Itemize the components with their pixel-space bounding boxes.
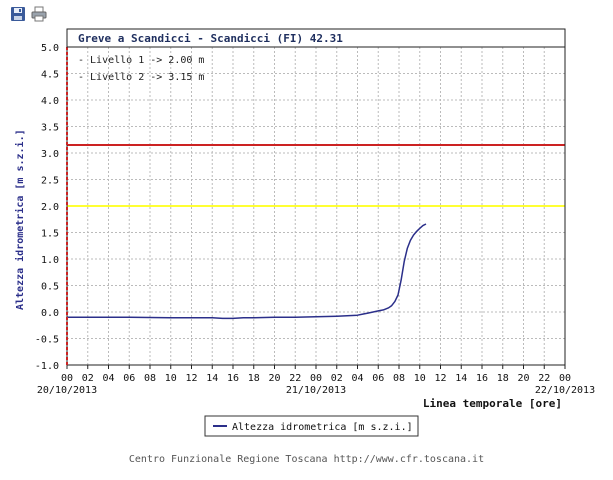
y-tick-label: 0.0 — [41, 308, 59, 319]
x-tick-label: 04 — [351, 373, 363, 384]
x-axis-dates: 20/10/2013 21/10/2013 22/10/2013 — [37, 385, 595, 396]
x-axis-ticks: 00 02 04 06 08 10 12 14 16 18 20 22 00 02 04 06 08 10 12 14… — [61, 365, 571, 384]
x-tick-label: 10 — [414, 373, 426, 384]
x-tick-label: 02 — [331, 373, 343, 384]
y-axis-label: Altezza idrometrica [m s.z.i.] — [14, 129, 26, 310]
x-tick-label: 20 — [517, 373, 529, 384]
reference-lines — [67, 144, 565, 207]
chart-title: Greve a Scandicci - Scandicci (FI) 42.31 — [78, 32, 343, 45]
x-tick-label: 14 — [206, 373, 218, 384]
y-tick-label: 3.5 — [41, 123, 59, 134]
y-tick-label: 1.5 — [41, 229, 59, 240]
y-tick-label: 1.0 — [41, 255, 59, 266]
y-tick-label: 2.0 — [41, 202, 59, 213]
legend-label: Altezza idrometrica [m s.z.i.] — [232, 422, 413, 433]
annotation-level1: - Livello 1 -> 2.00 m — [78, 55, 204, 66]
y-tick-label: 0.5 — [41, 282, 59, 293]
x-axis-label: Linea temporale [ore] — [423, 397, 562, 410]
annotation-level2: - Livello 2 -> 3.15 m — [78, 72, 204, 83]
x-tick-label: 18 — [248, 373, 260, 384]
x-date-label: 22/10/2013 — [535, 385, 595, 396]
x-tick-label: 14 — [455, 373, 467, 384]
y-tick-label: 2.5 — [41, 176, 59, 187]
x-tick-label: 06 — [372, 373, 384, 384]
x-date-label: 21/10/2013 — [286, 385, 346, 396]
y-tick-label: 3.0 — [41, 149, 59, 160]
x-tick-label: 10 — [165, 373, 177, 384]
x-tick-label: 22 — [538, 373, 550, 384]
x-tick-label: 12 — [185, 373, 197, 384]
series-layer — [67, 223, 427, 320]
series-line — [67, 223, 427, 320]
x-tick-label: 00 — [61, 373, 73, 384]
title-bar — [66, 28, 566, 48]
y-tick-label: 4.0 — [41, 96, 59, 107]
x-tick-label: 16 — [227, 373, 239, 384]
x-tick-label: 06 — [123, 373, 135, 384]
x-tick-label: 20 — [268, 373, 280, 384]
x-tick-label: 12 — [434, 373, 446, 384]
x-tick-label: 04 — [102, 373, 114, 384]
print-icon[interactable] — [31, 6, 47, 22]
y-axis-ticks: -1.0 -0.5 0.0 0.5 1.0 1.5 2.0 2.5 3.0 3.5 4.0 4.5 5.… — [35, 43, 59, 372]
x-tick-label: 22 — [289, 373, 301, 384]
footer-credit: Centro Funzionale Regione Toscana http:/… — [128, 454, 485, 465]
x-tick-label: 08 — [393, 373, 405, 384]
x-tick-label: 00 — [310, 373, 322, 384]
save-icon[interactable] — [10, 6, 26, 22]
x-tick-label: 08 — [144, 373, 156, 384]
x-tick-label: 02 — [82, 373, 94, 384]
y-tick-label: -0.5 — [35, 335, 59, 346]
x-tick-label: 00 — [559, 373, 571, 384]
x-tick-label: 18 — [497, 373, 509, 384]
y-tick-label: 4.5 — [41, 70, 59, 81]
legend: Altezza idrometrica [m s.z.i.] — [204, 415, 419, 437]
y-tick-label: 5.0 — [41, 43, 59, 54]
x-date-label: 20/10/2013 — [37, 385, 97, 396]
x-tick-label: 16 — [476, 373, 488, 384]
toolbar — [10, 4, 47, 24]
y-tick-label: -1.0 — [35, 361, 59, 372]
